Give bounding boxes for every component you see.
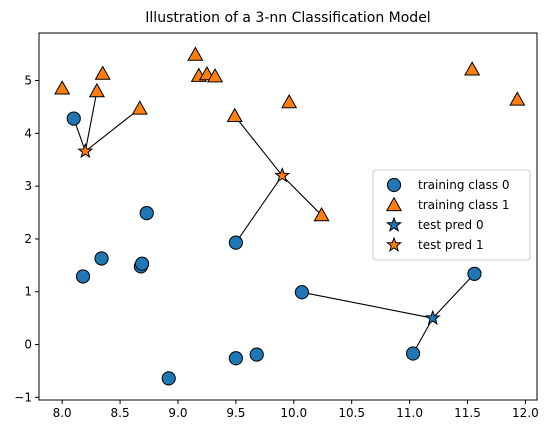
class1-point xyxy=(509,91,526,106)
legend-test-point-marker xyxy=(385,216,403,232)
data-points xyxy=(54,46,526,386)
class1-point xyxy=(206,68,224,83)
class1-point xyxy=(281,93,298,109)
y-axis-ticks: −1 0 1 2 3 4 5 xyxy=(14,74,39,404)
neighbor-links xyxy=(73,90,475,354)
neighbor-link-line xyxy=(281,175,322,216)
class0-point xyxy=(139,205,154,221)
legend-box xyxy=(372,169,531,261)
class0-point xyxy=(467,266,482,281)
class0-point xyxy=(228,351,243,366)
x-tick-label: 11.5 xyxy=(454,406,481,420)
y-tick-label: 1 xyxy=(24,285,32,299)
y-tick-label: 2 xyxy=(24,232,32,246)
class0-point xyxy=(249,347,264,362)
legend-label: training class 0 xyxy=(418,178,510,192)
legend-test-point-marker xyxy=(385,236,403,252)
class1-point xyxy=(131,100,148,115)
x-tick-label: 11.0 xyxy=(396,406,423,420)
neighbor-link-line xyxy=(84,108,141,152)
legend-class0-point-marker xyxy=(386,177,402,193)
legend: training class 0 training class 1 test pre… xyxy=(372,169,531,261)
class0-point xyxy=(405,346,421,361)
class0-point xyxy=(134,256,150,271)
y-tick-label: 4 xyxy=(24,126,32,140)
class1-point xyxy=(226,107,243,123)
x-axis-ticks: 8.0 8.5 9.0 9.5 10.0 10.5 11.0 11.5 12.0 xyxy=(53,400,539,420)
neighbor-link-line xyxy=(84,90,98,152)
x-tick-label: 12.0 xyxy=(512,406,539,420)
class1-point xyxy=(313,206,330,222)
class0-point xyxy=(294,285,309,300)
x-tick-label: 9.5 xyxy=(226,406,245,420)
legend-label: test pred 0 xyxy=(418,218,484,232)
class1-point xyxy=(54,80,71,95)
legend-class1-point-marker xyxy=(385,196,403,212)
class0-point xyxy=(66,111,81,126)
class0-point xyxy=(94,251,109,266)
x-tick-label: 9.0 xyxy=(168,406,187,420)
x-tick-label: 8.0 xyxy=(53,406,72,420)
class0-point xyxy=(228,235,243,250)
neighbor-link-line xyxy=(432,273,475,319)
class0-point xyxy=(161,371,176,386)
chart-title: Illustration of a 3-nn Classification Mo… xyxy=(145,10,430,26)
test-point xyxy=(274,167,291,183)
test-point xyxy=(77,142,94,159)
class0-point xyxy=(75,269,91,284)
y-tick-label: 0 xyxy=(24,338,32,352)
class1-point xyxy=(94,65,111,80)
y-tick-label: −1 xyxy=(14,390,32,404)
neighbor-link-line xyxy=(301,291,433,319)
class1-point xyxy=(187,46,204,61)
neighbor-link-line xyxy=(235,175,283,243)
y-tick-label: 3 xyxy=(24,179,32,193)
plot-frame xyxy=(38,32,538,401)
y-tick-label: 5 xyxy=(24,74,32,88)
x-tick-label: 8.5 xyxy=(111,406,130,420)
legend-label: training class 1 xyxy=(418,198,510,212)
neighbor-link-line xyxy=(234,115,283,176)
x-tick-label: 10.5 xyxy=(338,406,365,420)
x-tick-label: 10.0 xyxy=(280,406,307,420)
class1-point xyxy=(88,82,105,98)
test-point xyxy=(424,309,441,325)
class1-point xyxy=(464,61,481,76)
legend-label: test pred 1 xyxy=(418,238,484,252)
